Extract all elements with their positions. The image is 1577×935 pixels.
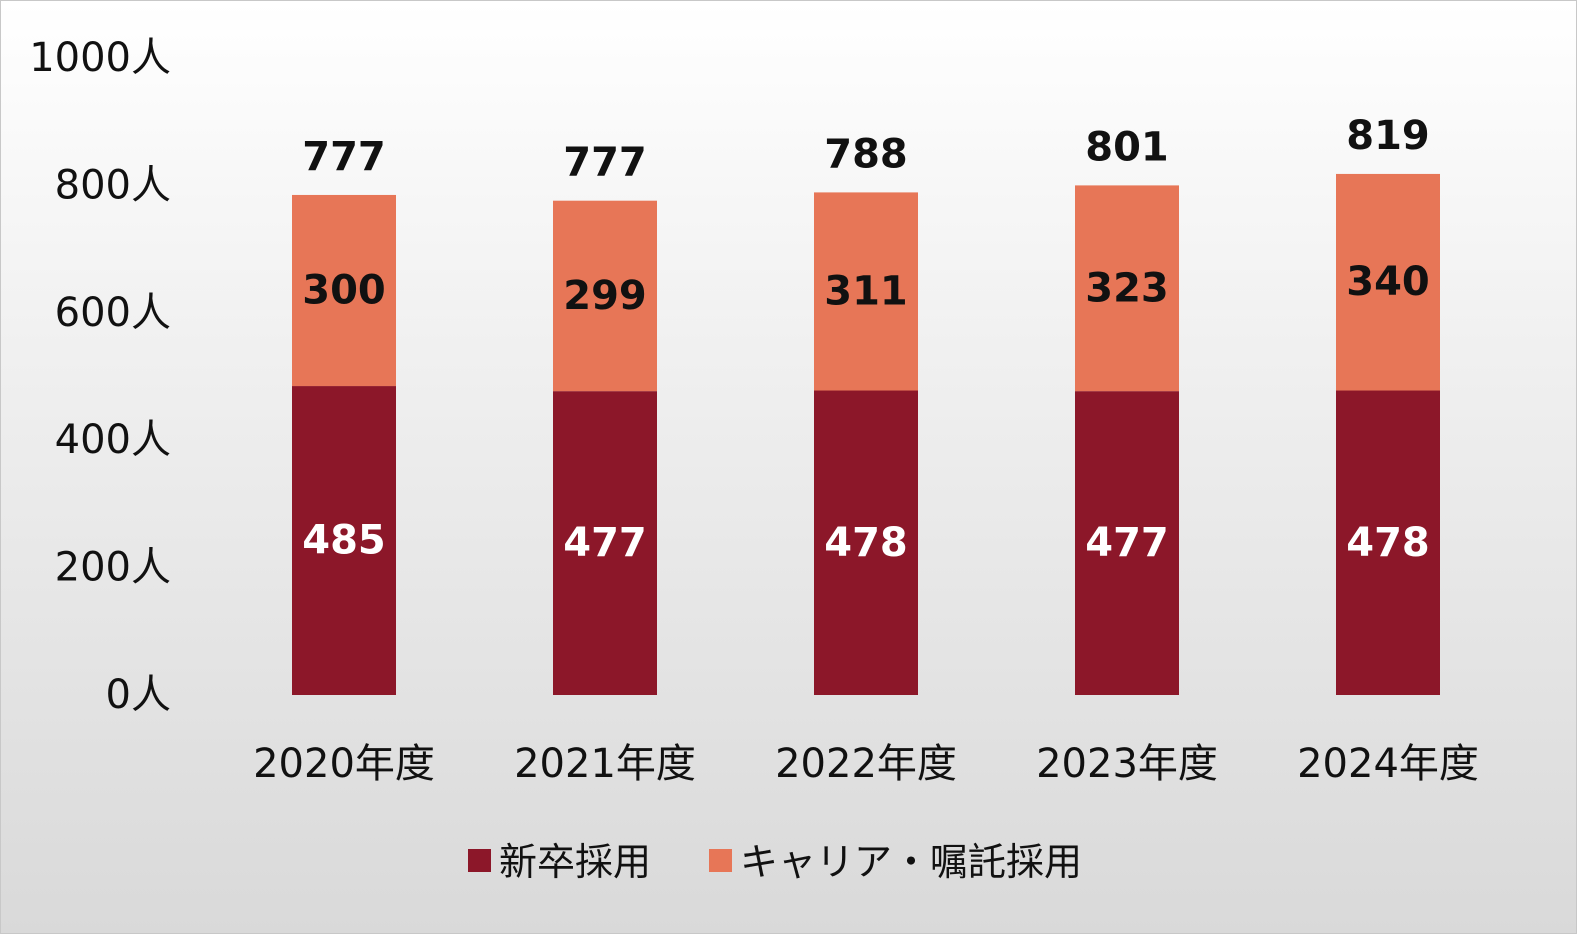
y-tick-label: 600人	[55, 290, 171, 336]
data-label: 485	[302, 518, 386, 564]
y-axis: 0人 200人 400人 600人 800人 1000人	[29, 35, 171, 718]
y-tick-label: 1000人	[29, 35, 171, 81]
bar-segment-new-graduate	[292, 386, 396, 695]
y-tick-label: 400人	[55, 417, 171, 463]
x-category-label: 2024年度	[1297, 741, 1479, 787]
bar-segment-career	[553, 200, 657, 392]
x-axis: 2020年度 2021年度 2022年度 2023年度 2024年度	[253, 741, 1479, 787]
bar-segment-new-graduate	[553, 391, 657, 695]
data-label: 478	[824, 520, 908, 566]
bar-segment-new-graduate	[1336, 390, 1440, 695]
legend: 新卒採用 キャリア・嘱託採用	[468, 840, 1082, 884]
legend-label: キャリア・嘱託採用	[740, 840, 1082, 884]
plot-area: 485 300 777 477 299 777 478 311 788 477 323 801 478 3…	[292, 113, 1440, 695]
x-category-label: 2022年度	[775, 741, 957, 787]
x-category-label: 2023年度	[1036, 741, 1218, 787]
bar-segment-new-graduate	[1075, 391, 1179, 695]
data-label: 477	[563, 520, 647, 566]
total-label: 788	[824, 131, 908, 177]
x-category-label: 2021年度	[514, 741, 696, 787]
bar-segment-career	[814, 192, 918, 391]
total-label: 801	[1085, 124, 1169, 170]
bar-segment-career	[292, 194, 396, 387]
x-category-label: 2020年度	[253, 741, 435, 787]
legend-label: 新卒採用	[499, 840, 651, 884]
data-label: 478	[1346, 520, 1430, 566]
total-label: 777	[563, 140, 647, 186]
bar-segment-new-graduate	[814, 390, 918, 695]
bar-segment-career	[1336, 173, 1440, 391]
data-label: 477	[1085, 520, 1169, 566]
total-label: 777	[302, 134, 386, 180]
data-label: 299	[563, 273, 647, 319]
data-label: 311	[824, 268, 908, 314]
legend-swatch	[709, 849, 732, 872]
data-label: 340	[1346, 259, 1430, 305]
legend-swatch	[468, 849, 491, 872]
bar-segment-career	[1075, 185, 1179, 392]
y-tick-label: 0人	[106, 672, 171, 718]
y-tick-label: 200人	[55, 545, 171, 591]
data-label: 300	[302, 268, 386, 314]
y-tick-label: 800人	[55, 162, 171, 208]
data-label: 323	[1085, 265, 1169, 311]
total-label: 819	[1346, 113, 1430, 159]
